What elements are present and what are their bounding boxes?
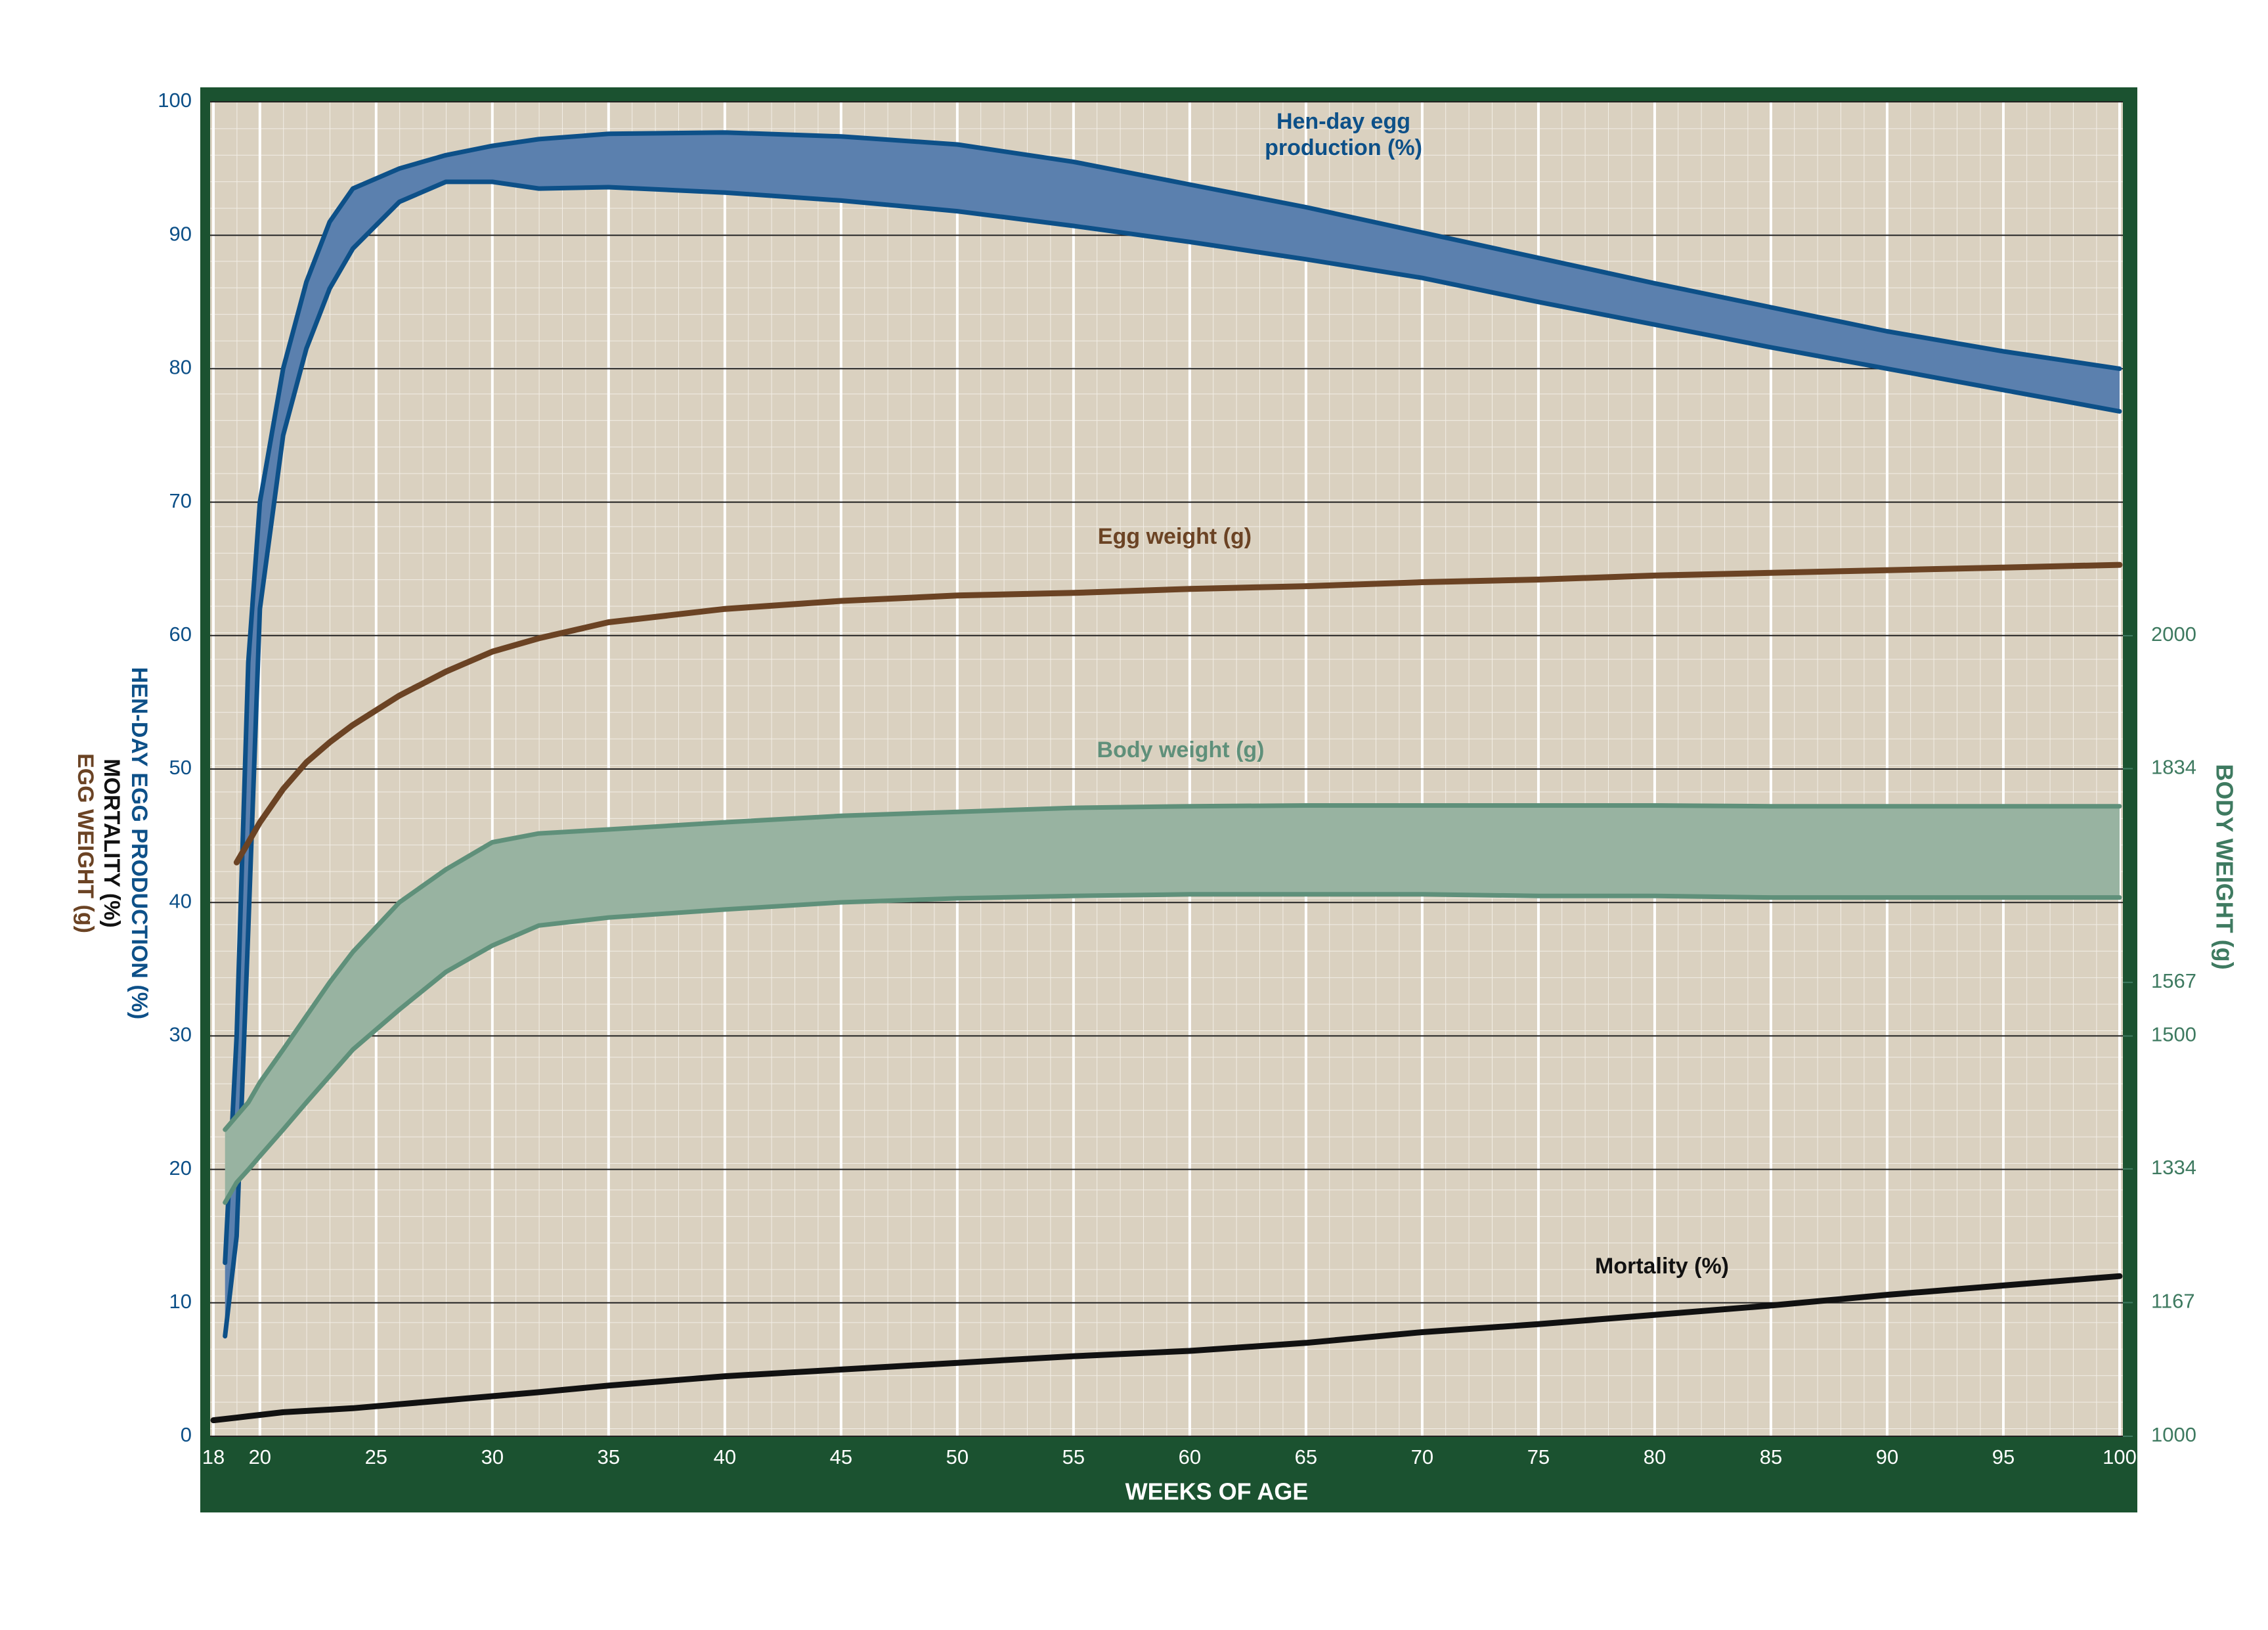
series-line — [210, 1273, 2123, 1424]
series-line — [223, 130, 2122, 1266]
band-lower-line — [223, 892, 2122, 1205]
x-tick-label: 25 — [365, 1445, 387, 1468]
x-tick-label: 90 — [1876, 1445, 1898, 1468]
y-tick-label: 90 — [169, 222, 192, 245]
x-tick-label: 95 — [1992, 1445, 2015, 1468]
y-tick-label: 100 — [158, 89, 192, 112]
y-tick-label: 0 — [181, 1423, 192, 1446]
x-tick-label: 70 — [1411, 1445, 1433, 1468]
band-lower-line — [223, 179, 2122, 1339]
y2-tick-label: 1567 — [2151, 969, 2196, 992]
series-label: Egg weight (g) — [1097, 524, 1252, 549]
y-axis-title: MORTALITY (%) — [99, 759, 124, 928]
series-label: Body weight (g) — [1097, 738, 1265, 762]
x-tick-label: 55 — [1062, 1445, 1085, 1468]
y-tick-label: 60 — [169, 623, 192, 646]
x-tick-label: 60 — [1179, 1445, 1201, 1468]
y-tick-label: 10 — [169, 1290, 192, 1313]
series-label: Mortality (%) — [1595, 1254, 1729, 1279]
x-tick-label: 40 — [714, 1445, 736, 1468]
y2-tick-label: 1167 — [2151, 1290, 2195, 1313]
x-axis-title: WEEKS OF AGE — [1125, 1478, 1309, 1505]
x-tick-label: 35 — [598, 1445, 620, 1468]
y-tick-label: 20 — [169, 1156, 192, 1179]
y-axis-title: EGG WEIGHT (g) — [73, 753, 98, 933]
y-tick-label: 50 — [169, 756, 192, 779]
x-tick-label: 45 — [830, 1445, 852, 1468]
x-tick-label: 65 — [1295, 1445, 1317, 1468]
series-label: Hen-day egg production (%) — [1265, 109, 1422, 160]
y2-tick-label: 1834 — [2151, 756, 2196, 779]
series-line — [223, 803, 2122, 1132]
x-tick-label: 80 — [1644, 1445, 1666, 1468]
y-tick-label: 30 — [169, 1023, 192, 1046]
x-tick-label: 75 — [1527, 1445, 1550, 1468]
x-tick-label: 85 — [1760, 1445, 1782, 1468]
y-tick-label: 80 — [169, 356, 192, 379]
y-tick-label: 70 — [169, 489, 192, 512]
band-fill — [225, 805, 2120, 1203]
y2-tick-label: 1000 — [2151, 1423, 2196, 1446]
y2-tick-label: 1334 — [2151, 1156, 2196, 1179]
y2-tick-label: 2000 — [2151, 623, 2196, 646]
x-tick-label: 100 — [2103, 1445, 2137, 1468]
y2-axis-title: BODY WEIGHT (g) — [2211, 764, 2238, 969]
y2-tick-label: 1500 — [2151, 1023, 2196, 1046]
series-line — [233, 562, 2123, 866]
y-axis-title: HEN-DAY EGG PRODUCTION (%) — [127, 667, 152, 1020]
y-tick-label: 40 — [169, 889, 192, 912]
x-tick-label: 18 — [202, 1445, 225, 1468]
x-tick-label: 30 — [481, 1445, 504, 1468]
x-tick-label: 20 — [249, 1445, 271, 1468]
x-tick-label: 50 — [946, 1445, 969, 1468]
